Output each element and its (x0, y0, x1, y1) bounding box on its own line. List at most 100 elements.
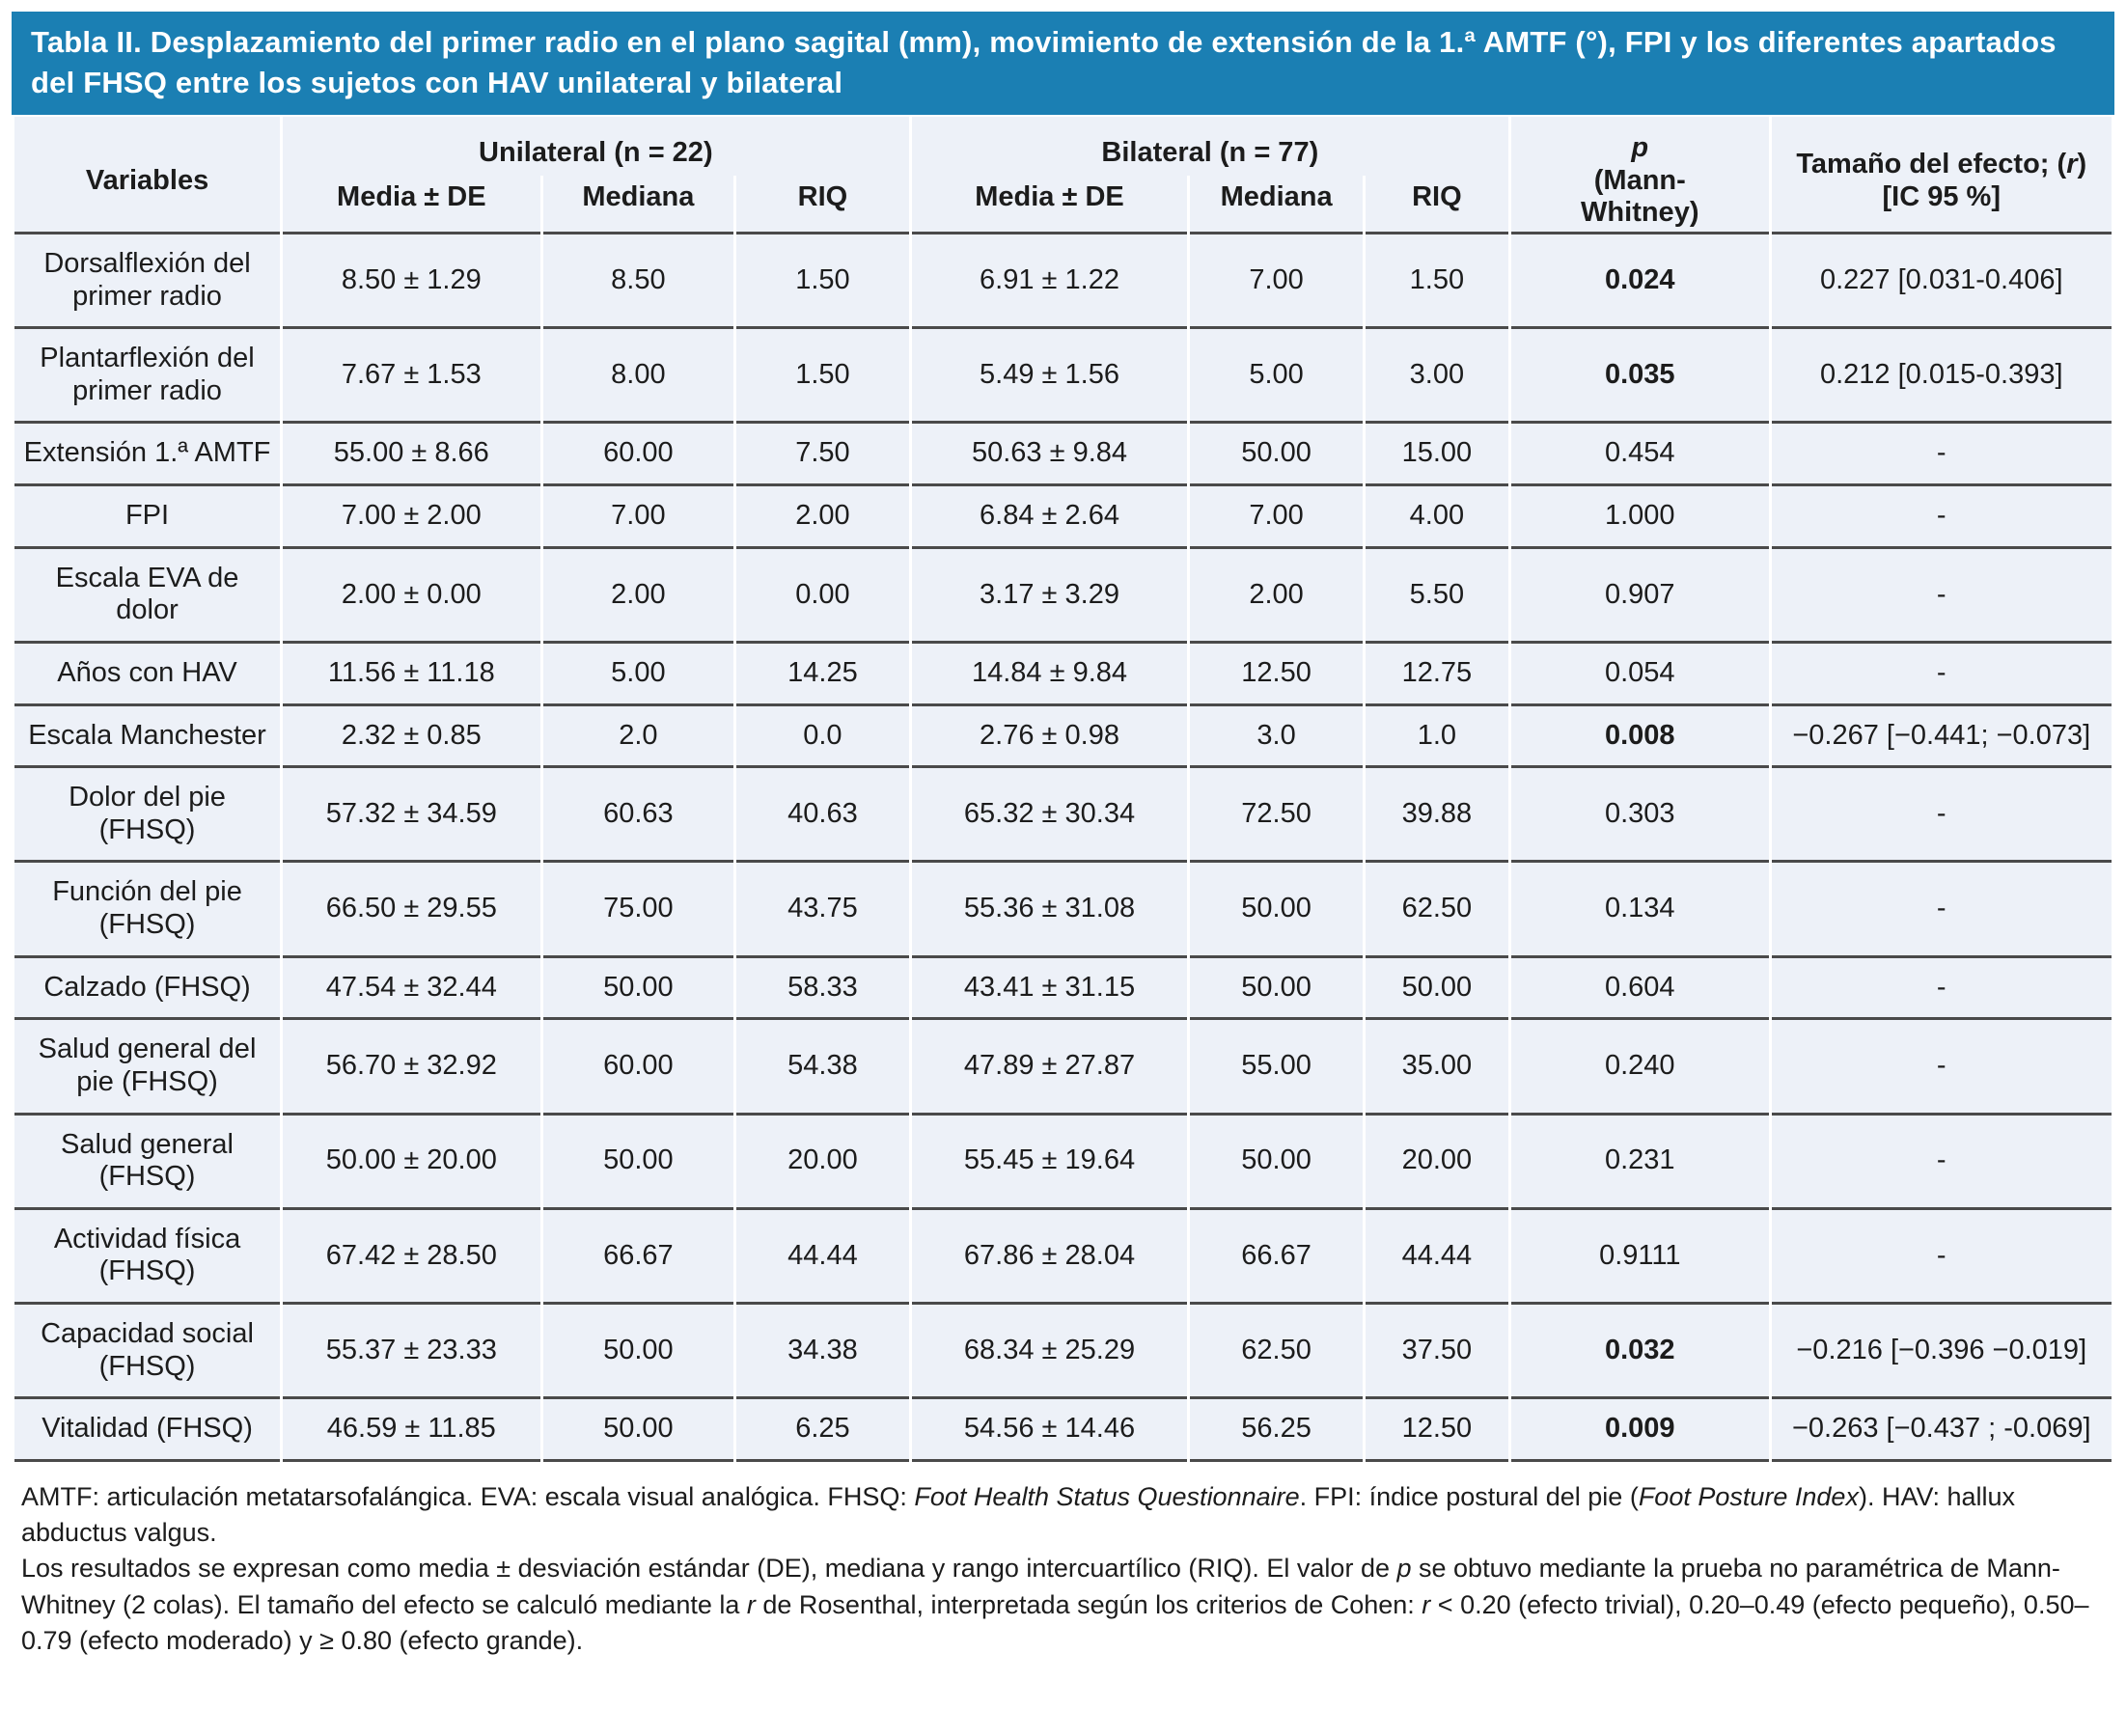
table-row: Extensión 1.ª AMTF 55.00 ± 8.66 60.00 7.50 5… (14, 421, 2112, 484)
header-effect-line: [IC 95 %] (1778, 181, 2107, 214)
cell-u-media: 7.00 ± 2.00 (283, 483, 540, 546)
table-row: FPI 7.00 ± 2.00 7.00 2.00 6.84 ± 2.64 7.00 4.0… (14, 483, 2112, 546)
header-p-line: (Mann- (1517, 165, 1762, 198)
cell-u-mediana: 50.00 (542, 1396, 734, 1462)
cell-b-mediana: 50.00 (1190, 421, 1363, 484)
cell-u-mediana: 2.0 (542, 703, 734, 766)
row-label: Capacidad social (FHSQ) (14, 1302, 281, 1397)
text-segment: Whitney) (1581, 197, 1699, 229)
cell-b-mediana: 12.50 (1190, 640, 1363, 703)
cell-u-mediana: 50.00 (542, 1112, 734, 1207)
cell-p: 0.032 (1511, 1302, 1769, 1397)
header-sub-row: Media ± DE Mediana RIQ Media ± DE Median… (14, 175, 2112, 232)
cell-b-riq: 37.50 (1365, 1302, 1509, 1397)
cell-b-mediana: 56.25 (1190, 1396, 1363, 1462)
cell-u-mediana: 60.00 (542, 421, 734, 484)
table-row: Escala Manchester 2.32 ± 0.85 2.0 0.0 2.76 ±… (14, 703, 2112, 766)
cell-b-riq: 44.44 (1365, 1206, 1509, 1303)
table-row: Dolor del pie (FHSQ) 57.32 ± 34.59 60.63 40… (14, 765, 2112, 861)
cell-p: 1.000 (1511, 483, 1769, 546)
row-label: Plantarflexión del primer radio (14, 326, 281, 422)
cell-u-media: 2.32 ± 0.85 (283, 703, 540, 766)
text-segment: Foot Posture Index (1638, 1481, 1859, 1511)
cell-u-media: 8.50 ± 1.29 (283, 231, 540, 327)
text-segment: Tamaño del efecto; ( (1796, 148, 2067, 179)
cell-u-riq: 44.44 (736, 1206, 909, 1303)
cell-effect: - (1771, 765, 2112, 861)
table-row: Salud general del pie (FHSQ) 56.70 ± 32.9… (14, 1017, 2112, 1113)
cell-b-riq: 12.50 (1365, 1396, 1509, 1462)
cell-b-media: 43.41 ± 31.15 (911, 954, 1188, 1018)
row-label: Función del pie (FHSQ) (14, 860, 281, 955)
cell-effect: 0.227 [0.031-0.406] (1771, 231, 2112, 327)
cell-effect: −0.216 [−0.396 −0.019] (1771, 1302, 2112, 1397)
cell-b-mediana: 7.00 (1190, 483, 1363, 546)
cell-u-mediana: 2.00 (542, 545, 734, 641)
header-group-unilateral: Unilateral (n = 22) (283, 117, 909, 176)
cell-b-riq: 12.75 (1365, 640, 1509, 703)
header-variables: Variables (14, 117, 281, 232)
cell-u-media: 2.00 ± 0.00 (283, 545, 540, 641)
header-b-media-de: Media ± DE (911, 175, 1188, 232)
cell-u-riq: 7.50 (736, 421, 909, 484)
cell-b-riq: 35.00 (1365, 1017, 1509, 1113)
table-row: Actividad física (FHSQ) 67.42 ± 28.50 66.6… (14, 1206, 2112, 1303)
cell-u-riq: 58.33 (736, 954, 909, 1018)
cell-effect: - (1771, 483, 2112, 546)
cell-b-riq: 39.88 (1365, 765, 1509, 861)
header-b-mediana: Mediana (1190, 175, 1363, 232)
text-segment: (Mann- (1593, 164, 1686, 196)
cell-p: 0.009 (1511, 1396, 1769, 1462)
cell-b-media: 55.45 ± 19.64 (911, 1112, 1188, 1207)
header-u-media-de: Media ± DE (283, 175, 540, 232)
cell-u-media: 55.00 ± 8.66 (283, 421, 540, 484)
cell-u-mediana: 8.50 (542, 231, 734, 327)
footnotes: AMTF: articulación metatarsofalángica. E… (12, 1462, 2114, 1665)
cell-b-mediana: 55.00 (1190, 1017, 1363, 1113)
row-label: Salud general (FHSQ) (14, 1112, 281, 1207)
cell-u-mediana: 8.00 (542, 326, 734, 422)
table-body: Dorsalflexión del primer radio 8.50 ± 1.2… (14, 231, 2112, 1462)
row-label: FPI (14, 483, 281, 546)
cell-u-mediana: 60.00 (542, 1017, 734, 1113)
cell-u-mediana: 66.67 (542, 1206, 734, 1303)
cell-b-mediana: 7.00 (1190, 231, 1363, 327)
cell-p: 0.231 (1511, 1112, 1769, 1207)
cell-u-riq: 54.38 (736, 1017, 909, 1113)
text-segment: AMTF: articulación metatarsofalángica. E… (21, 1481, 915, 1511)
header-p-line: Whitney) (1517, 197, 1762, 230)
cell-effect: - (1771, 1112, 2112, 1207)
cell-u-riq: 40.63 (736, 765, 909, 861)
text-segment: r (2066, 148, 2078, 179)
cell-b-riq: 3.00 (1365, 326, 1509, 422)
cell-b-media: 50.63 ± 9.84 (911, 421, 1188, 484)
results-table: Variables Unilateral (n = 22) Bilateral … (12, 117, 2114, 1462)
cell-effect: - (1771, 640, 2112, 703)
text-segment: r (1422, 1589, 1431, 1619)
table-row: Dorsalflexión del primer radio 8.50 ± 1.2… (14, 231, 2112, 327)
cell-p: 0.024 (1511, 231, 1769, 327)
table-row: Calzado (FHSQ) 47.54 ± 32.44 50.00 58.33 43.… (14, 954, 2112, 1018)
header-effect-line: Tamaño del efecto; (r) (1778, 149, 2107, 181)
table-row: Salud general (FHSQ) 50.00 ± 20.00 50.00 20… (14, 1112, 2112, 1207)
text-segment: < 0.20 (efecto trivial), 0.20–0.49 (efec… (21, 1589, 2089, 1655)
cell-p: 0.008 (1511, 703, 1769, 766)
cell-u-mediana: 50.00 (542, 954, 734, 1018)
cell-b-media: 5.49 ± 1.56 (911, 326, 1188, 422)
cell-b-media: 65.32 ± 30.34 (911, 765, 1188, 861)
cell-u-media: 57.32 ± 34.59 (283, 765, 540, 861)
cell-b-riq: 4.00 (1365, 483, 1509, 546)
cell-u-riq: 6.25 (736, 1396, 909, 1462)
cell-p: 0.907 (1511, 545, 1769, 641)
cell-u-mediana: 5.00 (542, 640, 734, 703)
cell-p: 0.454 (1511, 421, 1769, 484)
header-b-riq: RIQ (1365, 175, 1509, 232)
cell-b-mediana: 2.00 (1190, 545, 1363, 641)
cell-p: 0.054 (1511, 640, 1769, 703)
cell-u-media: 46.59 ± 11.85 (283, 1396, 540, 1462)
header-u-riq: RIQ (736, 175, 909, 232)
cell-b-riq: 62.50 (1365, 860, 1509, 955)
cell-b-riq: 5.50 (1365, 545, 1509, 641)
text-segment: p (1631, 132, 1649, 164)
row-label: Calzado (FHSQ) (14, 954, 281, 1018)
